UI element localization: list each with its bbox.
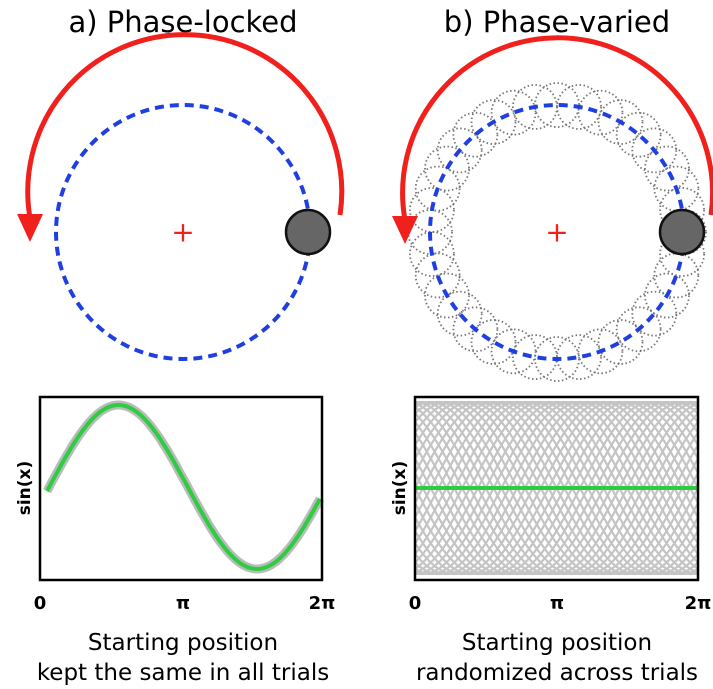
x-tick-label: π <box>550 593 564 614</box>
caption: Starting position <box>88 630 278 656</box>
x-tick-label: 2π <box>309 593 336 614</box>
arrowhead <box>17 214 43 242</box>
center-cross: + <box>545 216 568 249</box>
panel-title: b) Phase-varied <box>444 5 670 39</box>
direction-arrow <box>403 38 713 220</box>
start-position <box>557 335 601 379</box>
figure: a) Phase-locked + sin(x) 0 π 2π Starting… <box>0 0 713 689</box>
start-position <box>535 83 579 127</box>
x-tick-label: π <box>176 593 190 614</box>
x-tick-label: 0 <box>409 593 422 614</box>
caption: Starting position <box>462 630 652 656</box>
caption: randomized across trials <box>416 660 698 686</box>
plot <box>415 397 698 580</box>
direction-arrow <box>28 35 342 218</box>
x-tick-label: 0 <box>34 593 47 614</box>
trial-curves <box>47 405 320 569</box>
y-label: sin(x) <box>390 461 410 516</box>
y-label: sin(x) <box>15 461 35 516</box>
start-position <box>599 320 643 364</box>
ball <box>286 210 330 254</box>
caption: kept the same in all trials <box>37 660 329 686</box>
center-cross: + <box>171 216 194 249</box>
plot <box>47 405 320 569</box>
arrowhead <box>392 216 418 244</box>
ball <box>660 210 704 254</box>
x-tick-label: 2π <box>685 593 712 614</box>
